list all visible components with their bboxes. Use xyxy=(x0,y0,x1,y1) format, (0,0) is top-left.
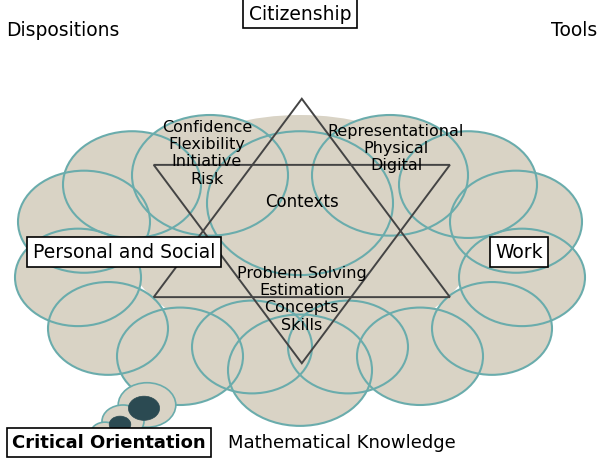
Circle shape xyxy=(118,383,176,427)
Ellipse shape xyxy=(120,116,480,347)
Text: Tools: Tools xyxy=(551,21,597,40)
Text: Personal and Social: Personal and Social xyxy=(33,243,215,262)
Text: Dispositions: Dispositions xyxy=(6,21,119,40)
Text: Work: Work xyxy=(495,243,543,262)
Ellipse shape xyxy=(132,116,288,236)
Ellipse shape xyxy=(312,116,468,236)
Text: Mathematical Knowledge: Mathematical Knowledge xyxy=(228,433,456,451)
Circle shape xyxy=(96,430,110,441)
Ellipse shape xyxy=(63,132,201,238)
Ellipse shape xyxy=(399,132,537,238)
Circle shape xyxy=(91,422,119,444)
Ellipse shape xyxy=(18,171,150,273)
Ellipse shape xyxy=(357,308,483,405)
Ellipse shape xyxy=(459,229,585,326)
Text: Representational
Physical
Digital: Representational Physical Digital xyxy=(328,123,464,173)
Text: Confidence
Flexibility
Initiative
Risk: Confidence Flexibility Initiative Risk xyxy=(162,119,252,186)
Text: Problem Solving
Estimation
Concepts
Skills: Problem Solving Estimation Concepts Skil… xyxy=(237,265,367,332)
Ellipse shape xyxy=(207,132,393,275)
Text: Critical Orientation: Critical Orientation xyxy=(12,433,206,451)
Circle shape xyxy=(102,405,144,438)
Ellipse shape xyxy=(192,301,312,394)
Ellipse shape xyxy=(288,301,408,394)
Circle shape xyxy=(109,416,131,433)
Circle shape xyxy=(128,396,160,420)
Ellipse shape xyxy=(117,308,243,405)
Ellipse shape xyxy=(48,282,168,375)
Ellipse shape xyxy=(228,315,372,426)
Text: Contexts: Contexts xyxy=(265,193,338,210)
Ellipse shape xyxy=(15,229,141,326)
Ellipse shape xyxy=(432,282,552,375)
Ellipse shape xyxy=(450,171,582,273)
Text: Citizenship: Citizenship xyxy=(249,5,351,24)
